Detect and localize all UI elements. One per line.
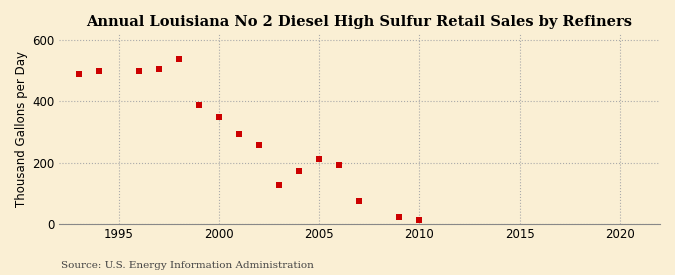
Point <box>194 102 205 107</box>
Point <box>153 67 164 71</box>
Point <box>294 169 304 173</box>
Point <box>234 131 244 136</box>
Point <box>394 214 405 219</box>
Point <box>213 115 224 119</box>
Point <box>414 218 425 222</box>
Point <box>314 156 325 161</box>
Point <box>173 57 184 61</box>
Point <box>273 183 284 188</box>
Point <box>134 69 144 73</box>
Point <box>354 199 364 203</box>
Y-axis label: Thousand Gallons per Day: Thousand Gallons per Day <box>15 51 28 207</box>
Point <box>93 69 104 73</box>
Point <box>254 143 265 147</box>
Point <box>334 163 345 167</box>
Title: Annual Louisiana No 2 Diesel High Sulfur Retail Sales by Refiners: Annual Louisiana No 2 Diesel High Sulfur… <box>86 15 632 29</box>
Point <box>73 72 84 76</box>
Text: Source: U.S. Energy Information Administration: Source: U.S. Energy Information Administ… <box>61 260 314 270</box>
